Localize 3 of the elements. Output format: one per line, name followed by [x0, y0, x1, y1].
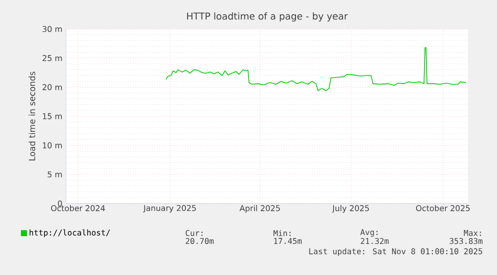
- line-series: [166, 47, 466, 92]
- chart-title: HTTP loadtime of a page - by year: [187, 12, 348, 22]
- y-axis-title: Load time in seconds: [28, 72, 36, 160]
